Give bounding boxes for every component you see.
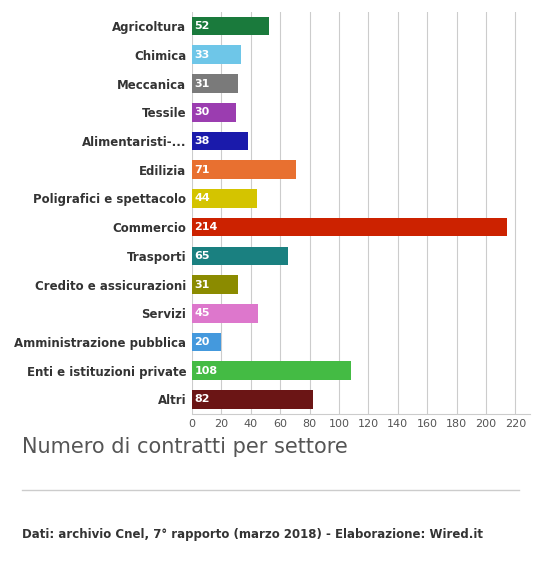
Text: 31: 31 <box>194 79 209 89</box>
Text: Numero di contratti per settore: Numero di contratti per settore <box>22 437 347 457</box>
Bar <box>192 160 296 179</box>
Bar <box>192 17 268 35</box>
Text: 82: 82 <box>194 394 210 404</box>
Bar <box>192 103 236 122</box>
Text: 44: 44 <box>194 194 210 204</box>
Text: 71: 71 <box>194 165 210 175</box>
Text: 31: 31 <box>194 279 209 289</box>
Bar <box>192 333 221 352</box>
Bar <box>192 218 507 237</box>
Bar <box>192 45 241 64</box>
Text: 45: 45 <box>194 308 210 318</box>
Text: 20: 20 <box>194 337 209 347</box>
Text: 65: 65 <box>194 251 210 261</box>
Bar <box>192 362 351 380</box>
Bar <box>192 189 257 208</box>
Bar <box>192 247 288 265</box>
Bar <box>192 74 237 93</box>
Text: Dati: archivio Cnel, 7° rapporto (marzo 2018) - Elaborazione: Wired.it: Dati: archivio Cnel, 7° rapporto (marzo … <box>22 528 483 541</box>
Text: 38: 38 <box>194 136 209 146</box>
Text: 214: 214 <box>194 222 217 232</box>
Text: 52: 52 <box>194 21 209 31</box>
Text: 108: 108 <box>194 366 217 376</box>
Text: 33: 33 <box>194 50 209 60</box>
Bar <box>192 131 248 150</box>
Bar <box>192 304 258 323</box>
Text: 30: 30 <box>194 107 209 117</box>
Bar <box>192 390 313 409</box>
Bar <box>192 275 237 294</box>
